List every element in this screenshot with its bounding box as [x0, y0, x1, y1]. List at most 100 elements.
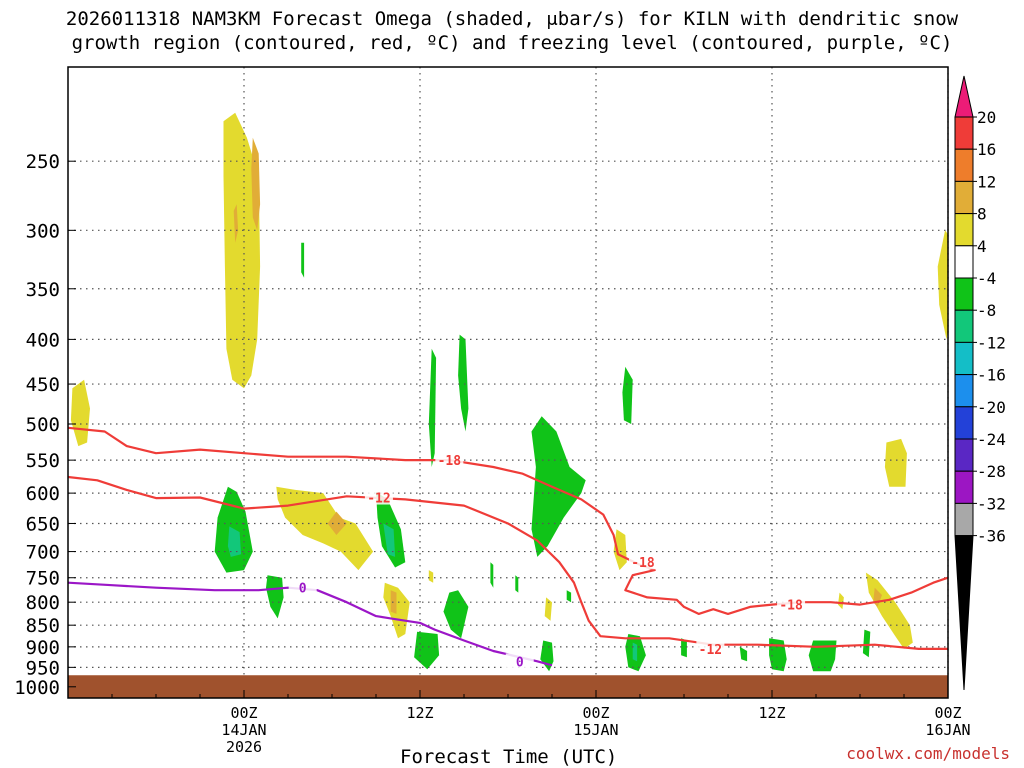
omega-region-green-cell-upper-mid [622, 366, 633, 424]
chart-title-line1: 2026011318 NAM3KM Forecast Omega (shaded… [65, 8, 959, 30]
omega-region-yellow-cell-small-c [838, 592, 844, 610]
y-tick-label-500: 500 [26, 414, 60, 436]
dgz-upper-label-bg-2 [777, 596, 806, 612]
omega-region-green-cell-left-b [266, 575, 284, 619]
omega-region-yellow-cell-mid-b [613, 529, 627, 571]
dgz-lower-label-bg-1 [696, 640, 725, 656]
colorbar-label-7: -12 [977, 333, 1006, 352]
colorbar-box-2 [954, 148, 974, 182]
site-credit: coolwx.com/models [846, 744, 1010, 763]
axes-layer: 2503003504004505005506006507007508008509… [14, 66, 971, 756]
y-tick-label-300: 300 [26, 220, 60, 242]
freezing-level-label-bg-0 [288, 579, 317, 595]
x-tick-label-42-0: 12Z [758, 704, 785, 722]
omega-region-teal-cell-low-d [632, 642, 638, 662]
freezing-level-line [68, 581, 553, 667]
grid-layer [68, 67, 949, 676]
colorbar-label-1: 16 [977, 140, 996, 159]
freezing-level-label-1: 0 [516, 655, 524, 670]
colorbar-label-2: 12 [977, 172, 996, 191]
y-tick-label-750: 750 [26, 568, 60, 590]
y-tick-label-450: 450 [26, 374, 60, 396]
colorbar-box-7 [954, 309, 974, 343]
y-tick-label-650: 650 [26, 513, 60, 535]
colorbar-bottom-arrow [954, 535, 974, 691]
y-tick-label-850: 850 [26, 615, 60, 637]
omega-region-yellow-cell-low-left [70, 379, 90, 447]
x-tick-label-30-0: 00Z [582, 704, 609, 722]
freezing-level-label-bg-1 [505, 653, 534, 669]
omega-region-green-cell-low-h [808, 640, 837, 672]
x-tick-label-18-0: 12Z [406, 704, 433, 722]
omega-region-green-cell-small-e [515, 575, 519, 593]
omega-region-green-cell-low-a [414, 631, 440, 670]
omega-region-yellow-cell-right-c [937, 230, 948, 340]
y-tick-label-900: 900 [26, 637, 60, 659]
colorbar-box-6 [954, 277, 974, 311]
y-tick-label-400: 400 [26, 329, 60, 351]
y-tick-label-800: 800 [26, 592, 60, 614]
omega-region-yellow-cell-upper-a [223, 112, 261, 389]
y-tick-label-600: 600 [26, 483, 60, 505]
colorbar-box-12 [954, 470, 974, 504]
colorbar-label-11: -28 [977, 462, 1006, 481]
dgz-upper-label-1: -18 [631, 556, 655, 571]
omega-region-green-cell-low-b [443, 590, 469, 639]
omega-region-yellow-cell-small-a [428, 570, 434, 583]
contour-layer: -18 -18 -18 -12 -12 0 0 [68, 426, 948, 670]
omega-region-yellow-cell-ne [276, 486, 374, 571]
omega-region-green-cell-center [531, 416, 586, 557]
omega-region-green-cell-low-i [862, 629, 871, 658]
x-tick-label-54-1: 16JAN [925, 721, 970, 739]
colorbar-label-0: 20 [977, 108, 996, 127]
omega-region-orange-cell-upper-b [233, 204, 239, 243]
y-tick-label-700: 700 [26, 542, 60, 564]
colorbar-box-9 [954, 374, 974, 408]
omega-region-yellow-cell-right-a [865, 572, 913, 649]
colorbar-label-9: -20 [977, 398, 1006, 417]
omega-region-teal-cell-left-a [227, 526, 242, 557]
colorbar-box-3 [954, 180, 974, 215]
omega-region-orange-cell-ne [327, 511, 347, 535]
dgz-upper-label-bg-0 [435, 452, 464, 468]
dgz-lower-label-1: -12 [699, 643, 722, 658]
dgz-upper-line [68, 426, 948, 615]
y-tick-label-550: 550 [26, 450, 60, 472]
ground-surface [68, 675, 948, 698]
colorbar-box-1 [954, 116, 974, 150]
colorbar-label-6: -8 [977, 301, 996, 320]
dgz-lower-label-bg-0 [364, 489, 393, 505]
dgz-upper-label-bg-1 [628, 554, 657, 570]
y-tick-label-350: 350 [26, 279, 60, 301]
y-tick-label-250: 250 [26, 151, 60, 173]
colorbar-label-4: 4 [977, 237, 987, 256]
colorbar-label-3: 8 [977, 205, 987, 224]
omega-shading-layer [68, 112, 948, 698]
colorbar: 20 16 12 8 4 -4 -8 -12 -16 -20 -24 -28 -32 -36 [954, 75, 1006, 691]
colorbar-box-5 [954, 245, 974, 279]
x-axis-title: Forecast Time (UTC) [400, 746, 618, 768]
colorbar-box-11 [954, 438, 974, 472]
omega-region-green-cell-mid-b [428, 348, 437, 467]
omega-region-yellow-cell-small-b [544, 597, 552, 621]
omega-region-green-cell-low-c [540, 640, 554, 672]
colorbar-label-12: -32 [977, 494, 1006, 513]
omega-region-orange-cell-upper-a [251, 137, 261, 231]
x-tick-label-54-0: 00Z [934, 704, 961, 722]
omega-region-green-cell-small-f [566, 590, 572, 603]
y-tick-label-950: 950 [26, 657, 60, 679]
x-tick-label-6-1: 14JAN [221, 721, 266, 739]
colorbar-label-13: -36 [977, 527, 1006, 546]
omega-region-yellow-cell-right-b [884, 438, 907, 487]
omega-region-green-cell-upper-small [301, 242, 305, 278]
dgz-upper-label-0: -18 [438, 454, 462, 469]
x-tick-label-30-1: 15JAN [573, 721, 618, 739]
x-tick-label-6-2: 2026 [226, 738, 262, 756]
colorbar-box-13 [954, 502, 974, 537]
colorbar-top-arrow [954, 75, 974, 118]
freezing-level-label-0: 0 [299, 582, 307, 597]
dgz-upper-label-2: -18 [779, 599, 803, 614]
omega-region-green-cell-low-f [739, 646, 748, 662]
omega-region-green-cell-low-e [681, 638, 687, 658]
